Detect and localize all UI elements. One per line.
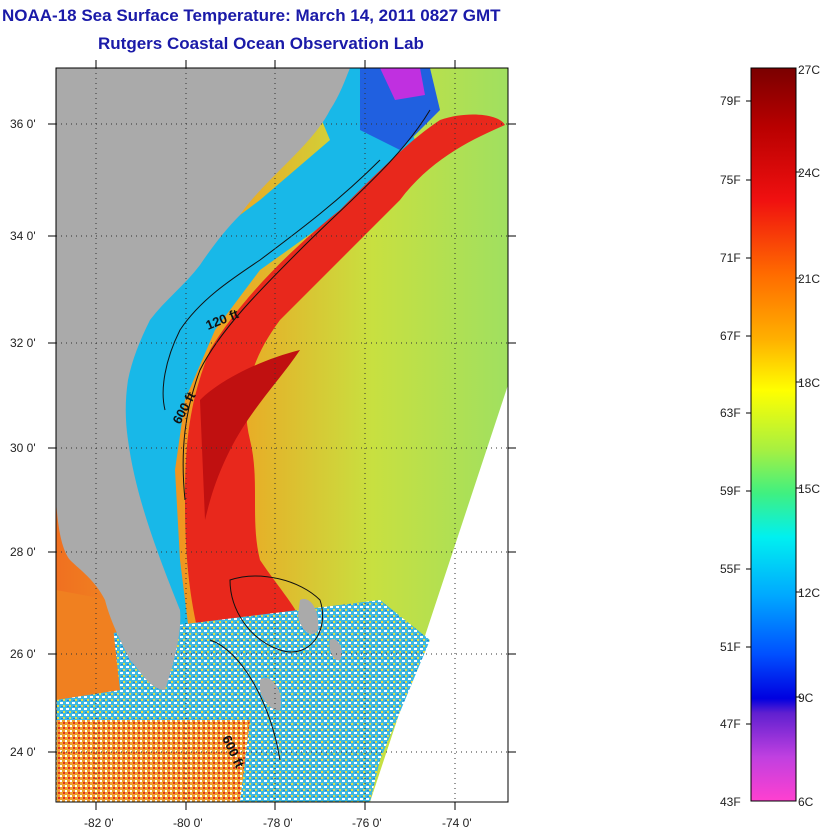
- colorbar-f-75: 75F: [720, 173, 741, 187]
- colorbar-f-63: 63F: [720, 406, 741, 420]
- colorbar-f-59: 59F: [720, 484, 741, 498]
- colorbar-f-79: 79F: [720, 94, 741, 108]
- colorbar-c-15: 15C: [798, 482, 821, 496]
- colorbar-c-9: 9C: [798, 691, 814, 705]
- map-ticks: [48, 60, 516, 810]
- lon-label-82: -82 0': [84, 816, 114, 830]
- lat-label-28: 28 0': [10, 545, 36, 559]
- lat-label-34: 34 0': [10, 229, 36, 243]
- colorbar-ticks: [746, 100, 801, 725]
- map-image: [56, 68, 508, 802]
- lat-label-24: 24 0': [10, 745, 36, 759]
- colorbar-f-67: 67F: [720, 329, 741, 343]
- colorbar-c-27: 27C: [798, 63, 821, 77]
- colorbar-f-51: 51F: [720, 640, 741, 654]
- lon-label-80: -80 0': [173, 816, 203, 830]
- lat-label-30: 30 0': [10, 441, 36, 455]
- colorbar-c-18: 18C: [798, 376, 821, 390]
- map-subtitle: Rutgers Coastal Ocean Observation Lab: [98, 34, 424, 53]
- colorbar-c-21: 21C: [798, 272, 821, 286]
- colorbar-f-43: 43F: [720, 795, 741, 809]
- colorbar-f-47: 47F: [720, 717, 741, 731]
- colorbar-f-71: 71F: [720, 251, 741, 265]
- colorbar-c-12: 12C: [798, 586, 821, 600]
- colorbar-f-55: 55F: [720, 562, 741, 576]
- lat-label-26: 26 0': [10, 647, 36, 661]
- colorbar-c-24: 24C: [798, 166, 821, 180]
- lat-label-36: 36 0': [10, 117, 36, 131]
- lat-label-32: 32 0': [10, 336, 36, 350]
- colorbar: [750, 67, 797, 802]
- lon-label-74: -74 0': [442, 816, 472, 830]
- map-frame: [55, 67, 509, 803]
- colorbar-c-6: 6C: [798, 795, 814, 809]
- lon-label-78: -78 0': [263, 816, 293, 830]
- map-title: NOAA-18 Sea Surface Temperature: March 1…: [2, 6, 501, 25]
- lon-label-76: -76 0': [352, 816, 382, 830]
